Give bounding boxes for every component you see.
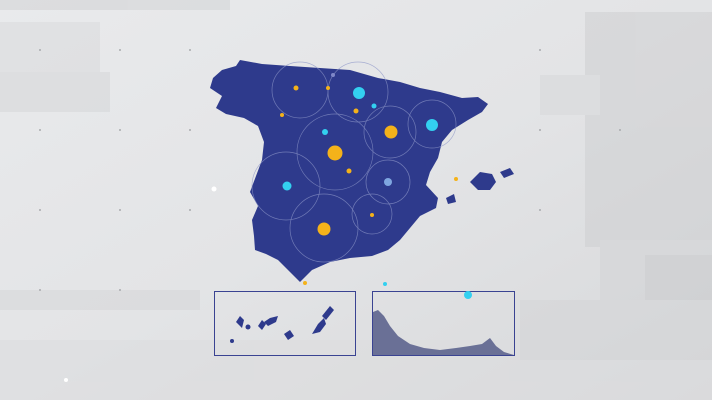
map-dots (280, 73, 458, 286)
canary-inset (214, 291, 356, 356)
sparkle (211, 186, 217, 192)
sparkle (64, 378, 68, 382)
grid-dots (39, 49, 621, 291)
balearic-islands (446, 168, 514, 204)
ceuta-melilla-inset (372, 291, 515, 356)
